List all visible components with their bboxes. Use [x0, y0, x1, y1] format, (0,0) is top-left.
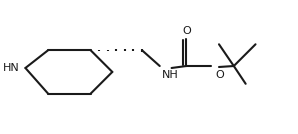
Text: HN: HN — [3, 63, 19, 73]
Text: O: O — [215, 70, 224, 80]
Text: O: O — [182, 26, 191, 36]
Text: NH: NH — [162, 70, 179, 80]
